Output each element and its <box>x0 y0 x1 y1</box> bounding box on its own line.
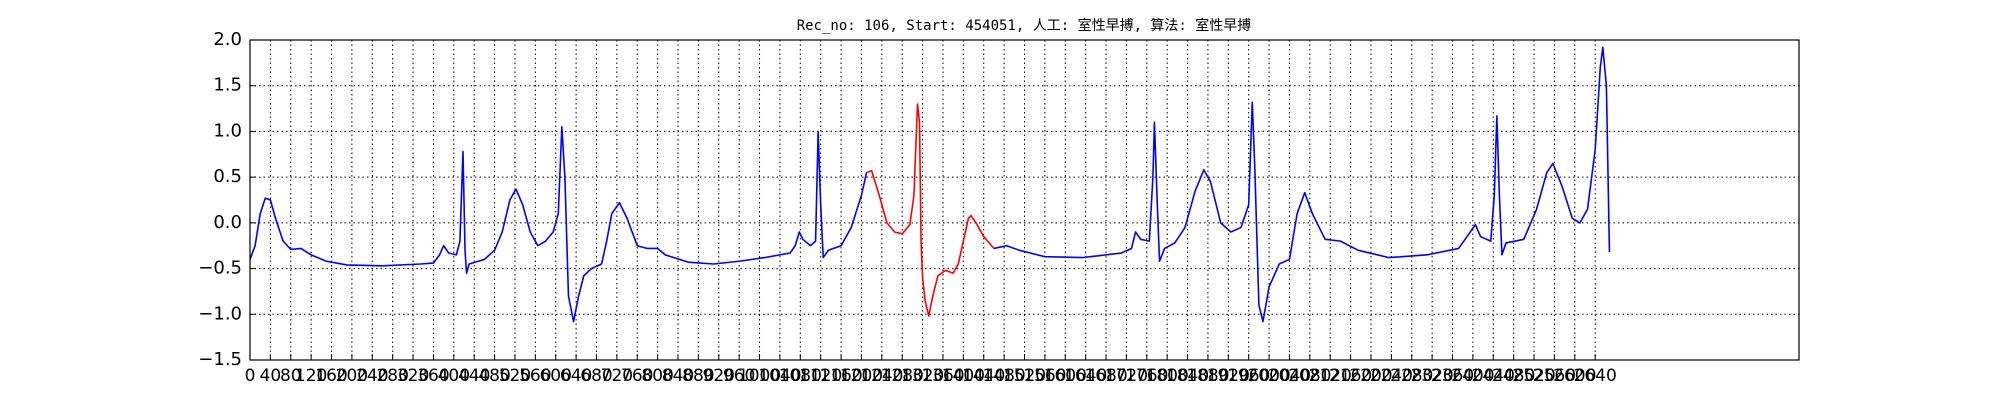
x-tick-label: 1880 <box>1186 366 1229 386</box>
x-tick-label: 2000 <box>1247 366 1290 386</box>
x-tick-label: 2080 <box>1288 366 1331 386</box>
x-tick-label: 240 <box>356 366 388 386</box>
x-tick-label: 1200 <box>840 366 883 386</box>
x-tick-label: 320 <box>397 366 429 386</box>
x-tick-label: 600 <box>539 366 571 386</box>
y-tick-label: 1.0 <box>213 120 242 141</box>
x-tick-label: 1000 <box>738 366 781 386</box>
x-tick-label: 2480 <box>1492 366 1535 386</box>
x-tick-label: 2440 <box>1472 366 1515 386</box>
y-tick-label: 1.5 <box>213 75 242 96</box>
x-tick-label: 1480 <box>982 366 1025 386</box>
x-tick-label: 40 <box>260 366 282 386</box>
x-tick-label: 160 <box>315 366 347 386</box>
y-tick-label: −1.5 <box>198 349 242 370</box>
x-tick-label: 1760 <box>1125 366 1168 386</box>
x-tick-label: 1520 <box>1003 366 1046 386</box>
x-tick-label: 1120 <box>799 366 842 386</box>
x-tick-label: 1720 <box>1105 366 1148 386</box>
x-tick-label: 960 <box>723 366 755 386</box>
x-tick-label: 120 <box>295 366 327 386</box>
x-tick-label: 920 <box>703 366 735 386</box>
x-tick-label: 80 <box>280 366 302 386</box>
x-tick-label: 2240 <box>1370 366 1413 386</box>
x-tick-label: 800 <box>641 366 673 386</box>
y-tick-label: 0.5 <box>213 166 242 187</box>
x-tick-label: 760 <box>621 366 653 386</box>
x-tick-label: 1600 <box>1044 366 1087 386</box>
x-tick-label: 2320 <box>1410 366 1453 386</box>
x-tick-label: 280 <box>376 366 408 386</box>
x-tick-label: 1800 <box>1146 366 1189 386</box>
x-tick-label: 2120 <box>1309 366 1352 386</box>
x-tick-label: 1240 <box>860 366 903 386</box>
x-tick-label: 880 <box>682 366 714 386</box>
x-tick-label: 2280 <box>1390 366 1433 386</box>
x-tick-label: 0 <box>245 366 256 386</box>
x-tick-label: 2360 <box>1431 366 1474 386</box>
ecg-line <box>993 46 1611 323</box>
x-tick-label: 1960 <box>1227 366 1270 386</box>
x-tick-label: 1080 <box>779 366 822 386</box>
x-tick-label: 680 <box>580 366 612 386</box>
chart-title: Rec_no: 106, Start: 454051, 人工: 室性早搏, 算法… <box>797 17 1252 34</box>
x-tick-label: 400 <box>438 366 470 386</box>
x-tick-label: 1640 <box>1064 366 1107 386</box>
x-tick-label: 1160 <box>819 366 862 386</box>
x-tick-label: 480 <box>478 366 510 386</box>
y-tick-label: 2.0 <box>213 29 242 50</box>
x-tick-label: 1560 <box>1023 366 1066 386</box>
plot-frame <box>249 39 1800 361</box>
x-tick-label: 2520 <box>1512 366 1555 386</box>
x-tick-label: 2400 <box>1451 366 1494 386</box>
x-tick-label: 2640 <box>1574 366 1617 386</box>
x-tick-label: 440 <box>458 366 490 386</box>
x-tick-label: 1920 <box>1207 366 1250 386</box>
x-tick-label: 2560 <box>1533 366 1576 386</box>
x-tick-label: 1360 <box>921 366 964 386</box>
x-tick-label: 2160 <box>1329 366 1372 386</box>
x-tick-label: 1840 <box>1166 366 1209 386</box>
x-tick-label: 1400 <box>942 366 985 386</box>
x-tick-label: 2600 <box>1553 366 1596 386</box>
x-tick-label: 840 <box>662 366 694 386</box>
y-tick-label: −1.0 <box>198 303 242 324</box>
x-tick-label: 360 <box>417 366 449 386</box>
x-tick-label: 2040 <box>1268 366 1311 386</box>
x-tick-label: 1320 <box>901 366 944 386</box>
x-tick-label: 640 <box>560 366 592 386</box>
x-tick-label: 520 <box>499 366 531 386</box>
x-tick-label: 2200 <box>1349 366 1392 386</box>
ecg-line <box>866 103 995 317</box>
x-tick-label: 1280 <box>881 366 924 386</box>
y-tick-label: 0.0 <box>213 212 242 233</box>
x-tick-label: 1440 <box>962 366 1005 386</box>
ecg-line <box>249 126 868 323</box>
x-tick-label: 560 <box>519 366 551 386</box>
x-tick-label: 1680 <box>1084 366 1127 386</box>
x-tick-label: 720 <box>601 366 633 386</box>
y-tick-label: −0.5 <box>198 258 242 279</box>
x-tick-label: 1040 <box>758 366 801 386</box>
x-tick-label: 200 <box>336 366 368 386</box>
